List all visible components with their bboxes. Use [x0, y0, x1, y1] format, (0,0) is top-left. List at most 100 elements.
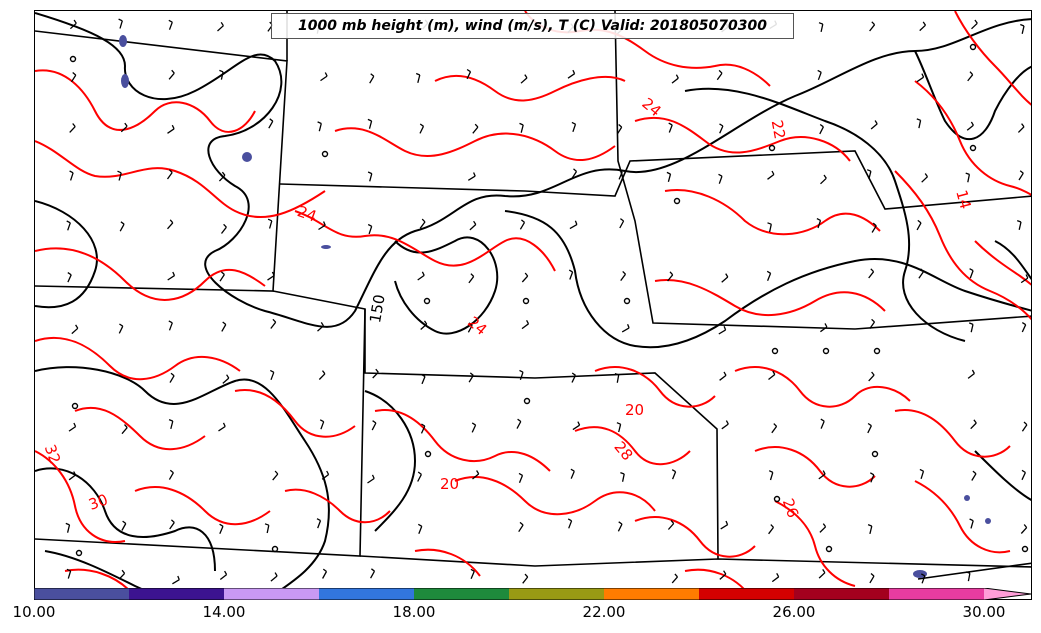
colorbar-bin — [34, 588, 129, 600]
wind-barb-flag — [72, 123, 76, 128]
wind-barb — [320, 421, 325, 430]
wind-barb-flag — [474, 123, 479, 128]
wind-barb-flag — [172, 271, 176, 276]
wind-barb-flag — [1021, 322, 1027, 326]
wind-barb — [217, 25, 224, 32]
temperature-contour-label: 20 — [440, 475, 459, 493]
wind-barb — [718, 175, 723, 184]
wind-barb-flag — [269, 369, 275, 373]
wind-barb — [520, 77, 528, 84]
wind-barb — [916, 76, 924, 83]
wind-barb-flag — [326, 470, 330, 475]
wind-barb — [418, 526, 423, 534]
wind-barb-flag — [473, 220, 477, 225]
wind-barb-flag — [725, 273, 729, 278]
wind-barb-flag — [168, 19, 173, 23]
wind-barb — [868, 271, 875, 279]
wind-barb — [68, 426, 76, 432]
wind-barb — [718, 329, 726, 335]
wind-barb-flag — [776, 572, 780, 578]
wind-barb-flag — [822, 523, 827, 528]
wind-barb — [971, 473, 977, 481]
wind-barb-flag — [723, 371, 727, 376]
wind-barb-flag — [916, 118, 921, 121]
wind-barb — [771, 576, 780, 583]
wind-barb-flag — [822, 569, 826, 574]
wind-barb-flag — [321, 370, 326, 375]
wind-barb-flag — [1016, 219, 1022, 223]
wind-barb — [118, 325, 124, 334]
wind-barb — [619, 220, 625, 229]
wind-barb — [667, 173, 672, 182]
wind-barb — [916, 222, 922, 231]
wind-barb-flag — [570, 468, 575, 472]
wind-barb-flag — [67, 272, 72, 276]
wind-barb — [871, 225, 877, 233]
wind-barb-flag — [371, 474, 375, 479]
wind-barb — [571, 171, 578, 179]
wind-barb-flag — [618, 169, 623, 173]
wind-barb — [121, 523, 127, 531]
wind-barb-flag — [872, 222, 877, 227]
colorbar-extension — [984, 588, 1031, 600]
wind-barb-flag — [614, 372, 619, 376]
station-markers — [69, 43, 1029, 557]
wind-barb-flag — [519, 122, 524, 126]
wind-barb — [69, 172, 74, 181]
wind-barb — [370, 570, 376, 579]
wind-barb — [471, 424, 477, 433]
wind-barb-flag — [324, 72, 328, 77]
wind-barb-flag — [965, 172, 970, 176]
wind-barb — [419, 126, 425, 134]
wind-barb-flag — [470, 273, 475, 277]
wind-barb-flag — [718, 173, 723, 177]
wind-barb — [66, 524, 71, 533]
wind-barb — [468, 276, 475, 284]
wind-barb-flag — [871, 371, 875, 376]
wind-barb-flag — [620, 471, 625, 475]
wind-barb — [616, 374, 620, 383]
wind-barb — [869, 525, 873, 535]
wind-barb-flag — [117, 170, 122, 174]
wind-barb — [468, 375, 474, 383]
wind-barb — [967, 74, 974, 82]
wind-barb — [818, 572, 826, 579]
wind-barb-flag — [616, 422, 621, 425]
wind-barb-flag — [571, 372, 576, 376]
wind-barb — [869, 575, 875, 584]
wind-barb-flag — [1023, 524, 1028, 529]
wind-barb — [920, 471, 925, 479]
wind-barb-flag — [968, 322, 974, 326]
wind-barb — [768, 373, 776, 381]
wind-barb-flag — [168, 418, 174, 422]
wind-barb-flag — [319, 419, 325, 423]
wind-barb — [671, 77, 679, 84]
wind-barb — [667, 274, 674, 282]
wind-barb — [367, 477, 375, 484]
wind-barb — [67, 274, 72, 283]
wind-barb — [520, 124, 524, 133]
wind-barb — [469, 224, 477, 231]
wind-barb-flag — [974, 19, 978, 24]
wind-barb-flag — [421, 373, 426, 378]
wind-barb-flag — [367, 171, 373, 175]
wind-barb — [567, 73, 575, 79]
wind-barb — [317, 325, 324, 332]
state-boundaries — [35, 11, 1031, 580]
wind-barb-flag — [367, 223, 372, 227]
wind-barb-flag — [417, 471, 422, 475]
wind-barb — [270, 575, 278, 582]
wind-barb — [767, 173, 775, 180]
wind-barb — [318, 224, 326, 231]
wind-barb — [967, 573, 971, 582]
wind-barb — [819, 526, 827, 533]
wind-barb-flag — [719, 123, 724, 127]
colorbar-bin — [319, 588, 414, 600]
wind-barb — [867, 425, 872, 434]
wind-barb-flag — [177, 575, 180, 580]
wind-barb — [621, 327, 630, 333]
temperature-contour-label: 20 — [625, 401, 644, 419]
colorbar-bin — [889, 588, 984, 600]
wind-barb-flag — [220, 21, 224, 27]
colorbar-outline — [34, 588, 1032, 600]
